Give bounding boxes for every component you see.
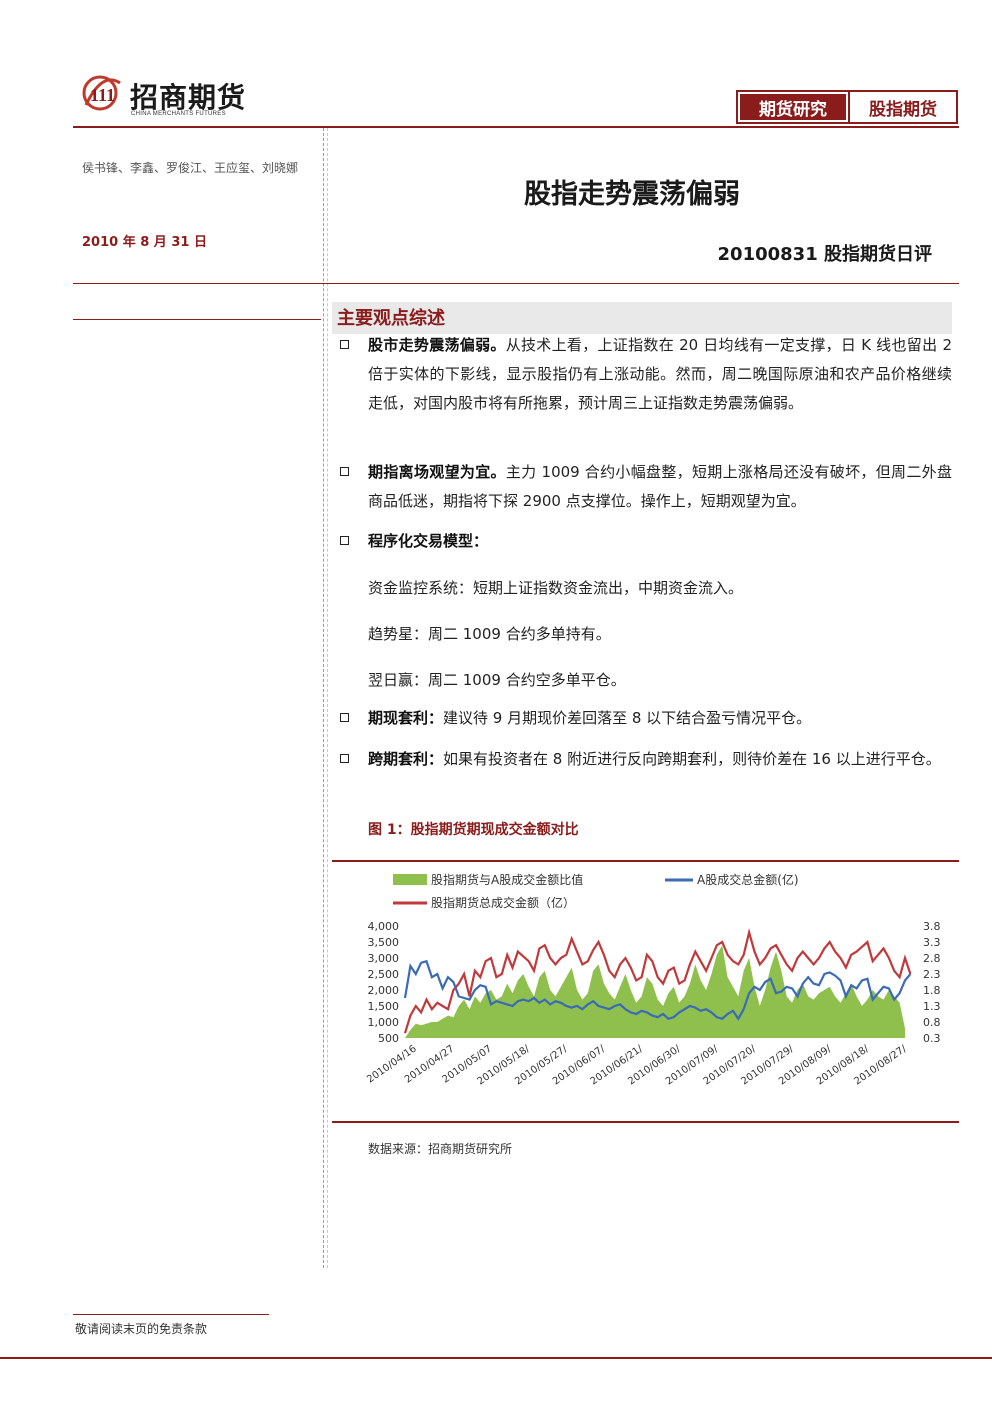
legend-label-a-share: A股成交总金额(亿) (697, 872, 799, 887)
list-item: 跨期套利：如果有投资者在 8 附近进行反向跨期套利，则待价差在 16 以上进行平… (340, 745, 952, 774)
footer-rule (0, 1357, 992, 1359)
checkbox-bullet-icon (340, 536, 349, 545)
y-right-tick-label: 0.8 (923, 1016, 941, 1029)
y-left-tick-label: 1,500 (368, 1000, 400, 1013)
column-divider (323, 128, 324, 1268)
item-body: 建议待 9 月期现价差回落至 8 以下结合盈亏情况平仓。 (443, 709, 812, 727)
list-item: 期现套利：建议待 9 月期现价差回落至 8 以下结合盈亏情况平仓。 (340, 704, 952, 733)
checkbox-bullet-icon (340, 467, 349, 476)
report-title: 股指走势震荡偏弱 (524, 179, 740, 210)
item-heading: 跨期套利： (368, 750, 444, 768)
checkbox-bullet-icon (340, 340, 349, 349)
left-column-rule (73, 319, 321, 320)
svg-text:111: 111 (90, 85, 115, 105)
series-a-share-line (403, 959, 912, 1021)
model-line: 趋势星：周二 1009 合约多单持有。 (368, 625, 611, 643)
y-left-tick-label: 1,000 (368, 1016, 400, 1029)
item-heading: 期现套利： (368, 709, 444, 727)
item-heading: 期指离场观望为宜。 (368, 463, 506, 481)
figure-rule-bottom (332, 1121, 959, 1123)
disclaimer-link[interactable]: 敬请阅读末页的免责条款 (75, 1322, 208, 1336)
y-left-tick-label: 2,000 (368, 984, 400, 997)
legend-label-futures: 股指期货总成交金额（亿） (431, 895, 575, 910)
item-body: 从技术上看，上证指数在 20 日均线有一定支撑，日 K 线也留出 2 倍于实体的… (368, 336, 952, 412)
y-right-tick-label: 3.3 (923, 936, 941, 949)
column-divider-secondary (327, 128, 328, 1268)
tab-futures-research[interactable]: 期货研究 (740, 94, 846, 120)
y-left-tick-label: 500 (378, 1032, 399, 1045)
legend-label-ratio: 股指期货与A股成交金额比值 (431, 872, 583, 887)
y-right-tick-label: 1.3 (923, 1000, 941, 1013)
figure-title: 图 1：股指期货期现成交金额对比 (368, 822, 579, 838)
brand-logo-icon: 111 (82, 75, 121, 111)
item-body: 主力 1009 合约小幅盘整，短期上涨格局还没有破坏，但周二外盘商品低迷，期指将… (368, 463, 952, 510)
turnover-comparison-chart: 股指期货与A股成交金额比值 A股成交总金额(亿) 股指期货总成交金额（亿） 4,… (365, 872, 941, 1087)
figure-source: 数据来源：招商期货研究所 (368, 1142, 513, 1156)
section-title: 主要观点综述 (337, 308, 445, 329)
y-right-tick-label: 2.8 (923, 952, 941, 965)
report-date: 2010 年 8 月 31 日 (82, 235, 207, 250)
section-header-bar (332, 302, 952, 334)
header-tabs: 期货研究 股指期货 (736, 90, 958, 124)
checkbox-bullet-icon (340, 754, 349, 763)
y-left-tick-label: 3,500 (368, 936, 400, 949)
y-left-tick-label: 4,000 (368, 920, 400, 933)
tab-index-futures[interactable]: 股指期货 (848, 92, 956, 122)
y-right-tick-label: 1.8 (923, 984, 941, 997)
y-right-tick-label: 2.3 (923, 968, 941, 981)
series-futures-line (403, 928, 912, 1034)
report-subtitle: 20100831 股指期货日评 (717, 244, 932, 265)
item-body: 如果有投资者在 8 附近进行反向跨期套利，则待价差在 16 以上进行平仓。 (443, 750, 941, 768)
y-left-tick-label: 3,000 (368, 952, 400, 965)
title-rule (73, 283, 959, 284)
legend-swatch-ratio (393, 874, 427, 885)
model-line: 资金监控系统：短期上证指数资金流出，中期资金流入。 (368, 579, 744, 597)
plot-area (403, 928, 912, 1038)
list-item: 股市走势震荡偏弱。从技术上看，上证指数在 20 日均线有一定支撑，日 K 线也留… (340, 331, 952, 418)
item-heading: 股市走势震荡偏弱。 (368, 336, 506, 354)
model-line: 翌日赢：周二 1009 合约空多单平仓。 (368, 671, 626, 689)
brand-name-en: CHINA MERCHANTS FUTURES (131, 111, 226, 117)
item-heading: 程序化交易模型： (368, 532, 489, 550)
y-right-tick-label: 3.8 (923, 920, 941, 933)
figure-rule-top (332, 860, 959, 862)
list-item: 程序化交易模型： (340, 527, 952, 556)
y-right-tick-label: 0.3 (923, 1032, 941, 1045)
header-rule (73, 126, 959, 128)
authors: 侯书锋、李鑫、罗俊江、王应玺、刘晓娜 (82, 161, 299, 175)
chart-legend: 股指期货与A股成交金额比值 A股成交总金额(亿) 股指期货总成交金额（亿） (393, 872, 799, 910)
list-item: 期指离场观望为宜。主力 1009 合约小幅盘整，短期上涨格局还没有破坏，但周二外… (340, 458, 952, 516)
brand-name-cn: 招商期货 (130, 81, 247, 114)
checkbox-bullet-icon (340, 713, 349, 722)
series-ratio-area (405, 945, 905, 1038)
y-left-tick-label: 2,500 (368, 968, 400, 981)
footer-rule-short (73, 1314, 269, 1315)
